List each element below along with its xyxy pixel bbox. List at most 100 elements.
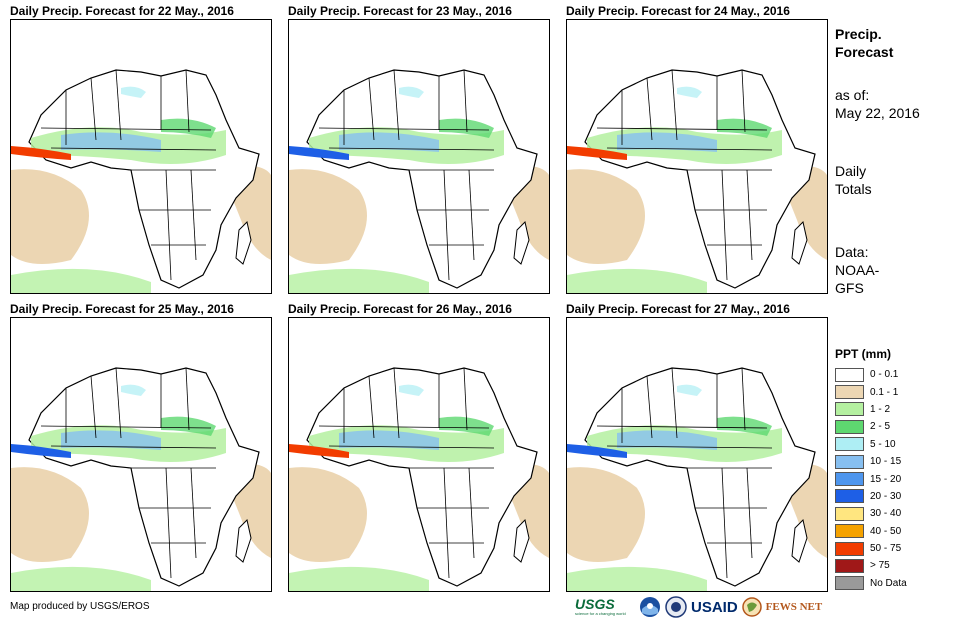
country-border — [596, 127, 768, 131]
nasa-style-seal-icon — [665, 596, 687, 618]
legend-item: > 75 — [835, 557, 965, 574]
legend-item: 2 - 5 — [835, 418, 965, 435]
legend-swatch — [835, 454, 864, 469]
country-border — [50, 445, 217, 449]
country-border — [185, 69, 190, 133]
legend-item: 15 - 20 — [835, 470, 965, 487]
legend-swatch — [835, 437, 864, 452]
legend-swatch — [835, 367, 864, 382]
totals-block: Daily Totals — [835, 162, 872, 198]
panel-title: Daily Precip. Forecast for 26 May., 2016 — [288, 302, 512, 316]
legend-swatch — [835, 506, 864, 521]
data-source-line: NOAA- — [835, 262, 880, 278]
ocean-light-rain-area — [567, 169, 645, 264]
legend-item: 1 - 2 — [835, 401, 965, 418]
as-of-date: May 22, 2016 — [835, 105, 920, 121]
ocean-light-rain-area — [289, 467, 367, 562]
legend-label: 2 - 5 — [870, 421, 891, 433]
heavy-rain-band — [617, 430, 717, 450]
panel-title: Daily Precip. Forecast for 22 May., 2016 — [10, 4, 234, 18]
as-of-block: as of: May 22, 2016 — [835, 86, 920, 122]
data-source-line: GFS — [835, 280, 864, 296]
totals-line: Totals — [835, 181, 872, 197]
precip-legend: PPT (mm) 0 - 0.1 0.1 - 1 1 - 2 2 - 5 5 - 10 1… — [835, 346, 965, 592]
legend-swatch — [835, 402, 864, 417]
ocean-rain-band — [567, 566, 707, 591]
africa-map — [11, 69, 271, 293]
country-border — [115, 367, 122, 439]
country-border — [443, 467, 450, 579]
country-border — [50, 147, 217, 151]
country-border — [606, 445, 773, 449]
legend-label: No Data — [870, 577, 907, 589]
ocean-light-rain-area — [11, 467, 89, 562]
heavy-rain-band — [61, 430, 161, 450]
legend-item: 50 - 75 — [835, 540, 965, 557]
country-border — [741, 367, 746, 431]
madagascar-land — [791, 221, 808, 265]
country-border — [463, 69, 468, 133]
country-border — [721, 169, 728, 281]
africa-map — [289, 69, 549, 293]
ocean-light-rain-area — [11, 169, 89, 264]
heavy-rain-band — [339, 430, 439, 450]
legend-swatch — [835, 524, 864, 539]
legend-label: 10 - 15 — [870, 456, 902, 468]
data-source-block: Data: NOAA- GFS — [835, 243, 879, 297]
country-border — [368, 375, 375, 439]
country-border — [741, 69, 746, 133]
heavy-rain-band — [617, 132, 717, 152]
coastal-heavy-rain — [289, 146, 349, 160]
legend-label: 1 - 2 — [870, 403, 891, 415]
legend-rows: 0 - 0.1 0.1 - 1 1 - 2 2 - 5 5 - 10 10 - 15 15 … — [835, 366, 965, 592]
legend-item: 30 - 40 — [835, 505, 965, 522]
ocean-rain-band — [11, 268, 151, 293]
legend-label: > 75 — [870, 560, 890, 572]
precip-map — [288, 317, 550, 592]
legend-item: No Data — [835, 575, 965, 592]
heavy-rain-band — [339, 132, 439, 152]
country-border — [115, 69, 122, 141]
noaa-logo-icon — [640, 597, 660, 617]
panel-title: Daily Precip. Forecast for 23 May., 2016 — [288, 4, 512, 18]
country-border — [596, 425, 768, 429]
sahel-showers — [677, 86, 702, 98]
precip-map — [288, 19, 550, 294]
country-border — [671, 367, 678, 439]
country-border — [468, 169, 475, 261]
africa-map — [289, 367, 549, 591]
heavy-rain-band — [61, 132, 161, 152]
ocean-rain-band — [289, 566, 429, 591]
credit-text: Map produced by USGS/EROS — [10, 601, 150, 612]
madagascar-land — [791, 519, 808, 563]
country-border — [606, 147, 773, 151]
africa-map — [567, 69, 827, 293]
totals-line: Daily — [835, 163, 867, 179]
legend-item: 10 - 15 — [835, 453, 965, 470]
country-border — [721, 467, 728, 579]
country-border — [671, 69, 678, 141]
country-border — [318, 127, 490, 131]
fewsnet-logo: FEWS NET — [766, 595, 823, 619]
country-border — [328, 147, 495, 151]
legend-item: 0 - 0.1 — [835, 366, 965, 383]
ocean-rain-band — [11, 566, 151, 591]
legend-swatch — [835, 419, 864, 434]
precip-map — [566, 317, 828, 592]
sahel-showers — [121, 384, 146, 396]
forecast-heading: Precip. Forecast — [835, 25, 893, 61]
country-border — [646, 375, 653, 439]
ocean-rain-band — [567, 268, 707, 293]
madagascar-land — [235, 519, 252, 563]
ocean-light-rain-area — [289, 169, 367, 264]
legend-label: 30 - 40 — [870, 508, 902, 520]
precip-map — [10, 317, 272, 592]
sahel-showers — [399, 86, 424, 98]
country-border — [646, 77, 653, 141]
panel-title: Daily Precip. Forecast for 27 May., 2016 — [566, 302, 790, 316]
country-border — [468, 467, 475, 559]
country-border — [463, 367, 468, 431]
country-border — [746, 169, 753, 261]
country-border — [90, 77, 97, 141]
legend-swatch — [835, 576, 864, 591]
